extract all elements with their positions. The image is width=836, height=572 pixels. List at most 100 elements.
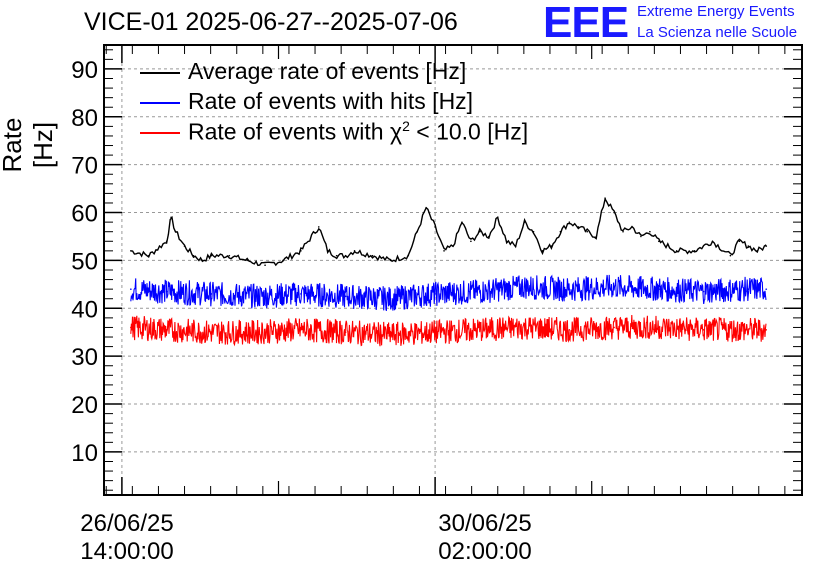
- data-point-average: [487, 235, 490, 238]
- data-point-hits: [702, 290, 705, 293]
- legend-swatch-chi2: [140, 132, 180, 134]
- y-tick-label-80: 80: [71, 105, 98, 132]
- series-line-chi2: [130, 314, 767, 347]
- data-point-average: [738, 240, 741, 243]
- data-point-average: [756, 250, 759, 252]
- data-point-hits: [747, 288, 750, 290]
- data-point-average: [577, 226, 580, 228]
- data-point-average: [201, 259, 204, 262]
- data-point-average: [353, 250, 356, 252]
- data-point-chi2: [479, 329, 481, 331]
- data-point-average: [192, 254, 195, 257]
- data-point-average: [765, 245, 768, 247]
- legend-label-average: Average rate of events [Hz]: [188, 58, 467, 84]
- data-point-chi2: [210, 331, 213, 334]
- x-tick-label-1: 26/06/25 14:00:00: [66, 510, 188, 566]
- data-point-chi2: [165, 329, 168, 331]
- legend-swatch-hits: [140, 102, 180, 104]
- data-point-average: [416, 230, 419, 233]
- data-point-average: [183, 245, 186, 247]
- data-point-chi2: [130, 326, 132, 329]
- data-point-average: [514, 245, 517, 247]
- data-point-average: [586, 230, 589, 233]
- data-point-average: [604, 197, 606, 199]
- data-point-hits: [210, 293, 213, 295]
- data-point-chi2: [300, 329, 302, 331]
- y-tick-label-60: 60: [71, 201, 98, 228]
- axis-ticks: 10 20 30 40 50 60 70 80 90: [71, 45, 802, 495]
- data-point-average: [496, 216, 499, 219]
- data-point-average: [461, 221, 463, 223]
- data-point-chi2: [523, 326, 526, 329]
- data-point-average: [568, 221, 571, 223]
- data-point-hits: [165, 290, 168, 293]
- legend-chi2-sup: 2: [402, 118, 410, 134]
- x-tick-time-2: 02:00:00: [438, 538, 532, 565]
- data-point-average: [130, 250, 132, 252]
- data-point-hits: [344, 295, 347, 298]
- x-tick-label-2: 30/06/25 02:00:00: [424, 510, 546, 566]
- data-point-average: [711, 240, 714, 243]
- series-hits: [130, 274, 768, 311]
- data-point-chi2: [568, 329, 571, 331]
- y-tick-label-40: 40: [71, 296, 98, 323]
- data-point-average: [425, 206, 427, 209]
- data-point-average: [371, 254, 374, 257]
- data-point-average: [335, 254, 338, 257]
- data-point-average: [729, 254, 732, 257]
- data-point-average: [505, 240, 508, 243]
- data-point-average: [613, 211, 615, 214]
- data-point-hits: [130, 288, 132, 290]
- y-axis-label: Rate [Hz]: [0, 117, 58, 173]
- data-point-average: [550, 245, 553, 247]
- data-point-average: [649, 230, 651, 233]
- data-point-average: [147, 254, 150, 257]
- data-point-average: [443, 250, 445, 252]
- data-point-average: [317, 226, 320, 228]
- y-tick-label-50: 50: [71, 248, 98, 275]
- grid-lines: [104, 45, 802, 495]
- data-point-average: [640, 235, 642, 238]
- data-point-average: [622, 230, 624, 233]
- y-tick-label-70: 70: [71, 153, 98, 180]
- data-point-average: [165, 240, 168, 243]
- data-point-chi2: [434, 331, 436, 334]
- data-point-average: [264, 264, 266, 267]
- data-point-average: [595, 235, 597, 238]
- data-point-average: [559, 230, 562, 233]
- data-point-average: [658, 240, 660, 243]
- data-point-average: [532, 230, 535, 233]
- eee-logo: EEE: [543, 0, 629, 47]
- data-point-hits: [523, 285, 526, 288]
- data-point-average: [389, 259, 392, 262]
- data-point-hits: [389, 297, 392, 300]
- data-point-average: [747, 245, 750, 247]
- logo-line-2: La Scienza nelle Scuole: [637, 24, 798, 41]
- data-point-average: [523, 221, 526, 223]
- data-point-average: [344, 254, 347, 257]
- data-point-average: [282, 259, 284, 262]
- x-tick-date-1: 26/06/25: [80, 510, 174, 537]
- y-tick-label-10: 10: [71, 440, 98, 467]
- data-point-average: [541, 250, 544, 252]
- data-point-average: [434, 226, 436, 228]
- data-point-chi2: [765, 329, 768, 331]
- data-point-average: [326, 250, 329, 252]
- data-point-average: [210, 254, 213, 257]
- series-line-hits: [130, 274, 767, 311]
- data-point-hits: [658, 288, 660, 290]
- data-point-average: [174, 230, 177, 233]
- data-point-average: [300, 250, 302, 252]
- data-point-chi2: [747, 329, 750, 331]
- series-line-average: [130, 197, 767, 267]
- data-point-hits: [255, 295, 257, 298]
- data-point-average: [246, 259, 248, 262]
- legend-chi2-prefix: Rate of events with χ: [188, 118, 403, 145]
- data-point-hits: [434, 293, 436, 295]
- data-point-chi2: [344, 331, 347, 334]
- legend-label-chi2: Rate of events with χ2 < 10.0 [Hz]: [188, 118, 528, 146]
- data-point-average: [675, 250, 678, 252]
- data-point-chi2: [658, 326, 660, 329]
- data-point-chi2: [389, 333, 392, 336]
